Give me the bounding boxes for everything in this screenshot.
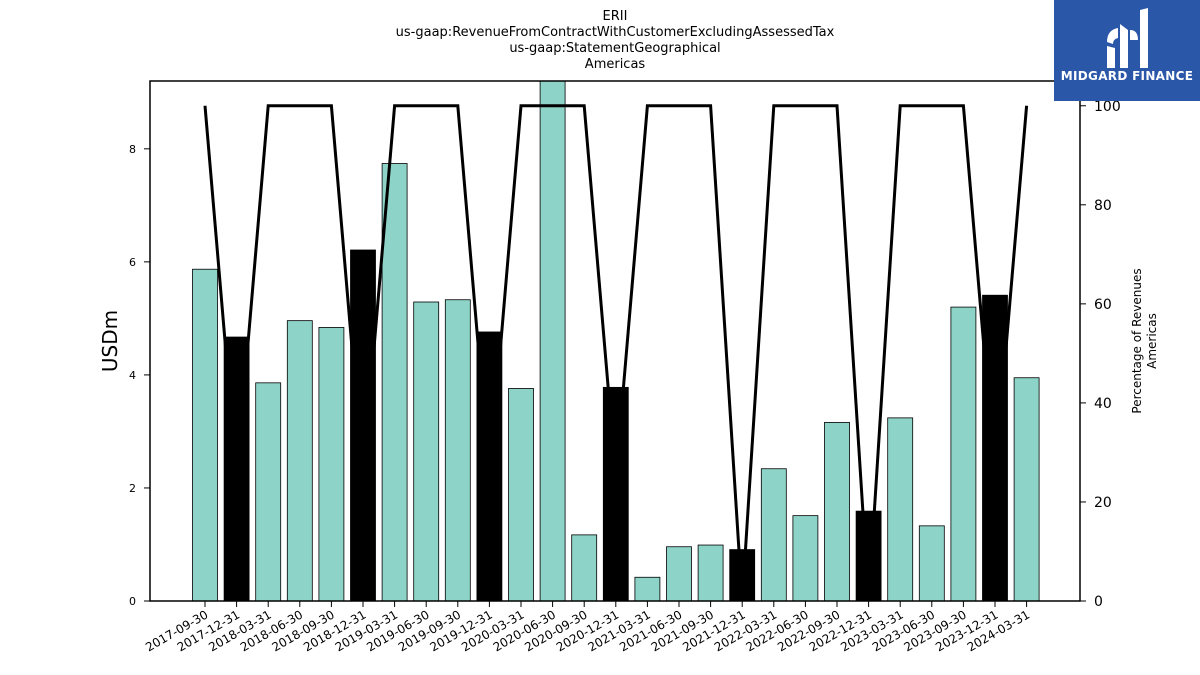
title-line-3: us-gaap:StatementGeographical — [509, 41, 720, 56]
bar-2018-09-30 — [318, 327, 345, 602]
bar-2020-06-30 — [539, 80, 566, 602]
bar-2023-03-31 — [887, 417, 914, 602]
logo-mark-icon — [1107, 8, 1148, 68]
logo-text: MIDGARD FINANCE — [1060, 69, 1194, 83]
y2-tick-label: 60 — [1094, 297, 1112, 313]
bar-2023-06-30 — [918, 525, 945, 602]
plot-frame — [149, 80, 1081, 602]
bar-2023-12-31 — [982, 294, 1008, 602]
chart-title: ERII us-gaap:RevenueFromContractWithCust… — [396, 9, 835, 72]
percentage-line — [203, 104, 1029, 602]
y-tick-label: 6 — [129, 256, 136, 269]
bar-2019-09-30 — [444, 299, 471, 602]
y-tick-label: 8 — [129, 143, 136, 156]
logo: MIDGARD FINANCE — [1054, 0, 1200, 101]
title-line-2: us-gaap:RevenueFromContractWithCustomerE… — [396, 25, 835, 40]
bar-2022-03-31 — [760, 468, 787, 602]
title-line-1: ERII — [603, 9, 628, 24]
bar-2018-06-30 — [286, 320, 313, 602]
y2-axis-label-line-1: Percentage of Revenues — [1130, 268, 1144, 413]
y2-tick-label: 100 — [1094, 99, 1121, 115]
y-tick-label: 4 — [129, 369, 136, 382]
bar-2020-09-30 — [571, 534, 598, 602]
bar-2024-03-31 — [1013, 377, 1040, 602]
y2-axis-label-line-2: Americas — [1145, 313, 1159, 369]
bar-2017-09-30 — [192, 268, 218, 602]
bar-2018-12-31 — [350, 249, 376, 602]
y2-tick-label: 0 — [1094, 594, 1103, 610]
bar-2020-03-31 — [508, 388, 534, 602]
bar-2020-12-31 — [602, 386, 629, 602]
y2-tick-label: 20 — [1094, 495, 1112, 511]
bar-2023-09-30 — [950, 306, 977, 602]
bar-2019-03-31 — [381, 163, 408, 602]
bar-2018-03-31 — [255, 382, 282, 602]
bar-2022-06-30 — [792, 515, 819, 602]
y-axis-label: USDm — [98, 310, 122, 372]
title-line-4: Americas — [585, 57, 646, 72]
bar-2019-06-30 — [413, 301, 440, 602]
bar-2021-03-31 — [634, 576, 661, 602]
bar-2021-09-30 — [697, 544, 724, 602]
y-tick-label: 2 — [129, 482, 136, 495]
bar-2021-06-30 — [666, 546, 692, 602]
y-tick-label: 0 — [129, 595, 136, 608]
bar-2022-09-30 — [824, 421, 850, 602]
y2-tick-label: 80 — [1094, 198, 1112, 214]
y2-tick-label: 40 — [1094, 396, 1112, 412]
